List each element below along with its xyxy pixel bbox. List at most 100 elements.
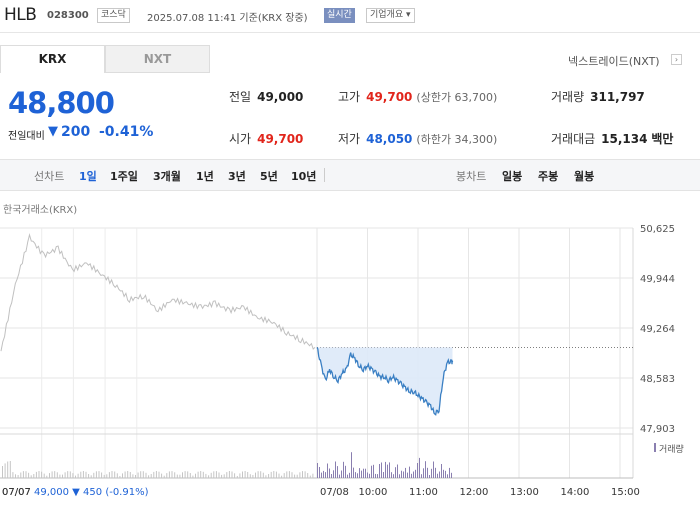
stat-label: 거래대금 xyxy=(551,132,596,146)
price-chart[interactable]: 50,625 49,944 49,264 48,583 47,903 07/08 10:00… xyxy=(0,215,700,515)
volume-bar-prev-day xyxy=(38,471,40,478)
volume-bar-today xyxy=(431,468,432,478)
period-3y[interactable]: 3년 xyxy=(228,170,246,183)
volume-legend-swatch xyxy=(654,443,656,452)
period-1w[interactable]: 1주일 xyxy=(110,170,138,183)
y-tick-label: 47,903 xyxy=(640,424,675,435)
volume-bar-prev-day xyxy=(153,471,155,478)
volume-bar-prev-day xyxy=(205,473,207,478)
volume-bar-today xyxy=(447,474,448,478)
volume-bar-prev-day xyxy=(62,474,63,478)
volume-bar-prev-day xyxy=(137,472,139,478)
volume-bar-today xyxy=(439,471,440,478)
volume-bar-prev-day xyxy=(189,473,191,478)
volume-bar-today xyxy=(369,473,370,478)
period-10y[interactable]: 10년 xyxy=(291,170,317,183)
change-value: 200 xyxy=(61,124,91,140)
volume-bar-prev-day xyxy=(95,471,97,478)
volume-bar-prev-day xyxy=(294,474,296,478)
volume-bar-prev-day xyxy=(312,473,314,478)
candle-weekly[interactable]: 주봉 xyxy=(538,170,559,183)
volume-bar-prev-day xyxy=(309,475,311,478)
volume-bar-prev-day xyxy=(25,471,27,478)
y-tick-label: 49,264 xyxy=(640,324,675,335)
volume-bar-prev-day xyxy=(101,472,103,478)
volume-bar-prev-day xyxy=(158,471,160,478)
volume-bar-prev-day xyxy=(75,475,76,478)
volume-bar-today xyxy=(375,473,376,478)
period-1d[interactable]: 1일 xyxy=(79,170,97,183)
series-line-today xyxy=(316,347,454,416)
candle-daily[interactable]: 일봉 xyxy=(502,170,523,183)
volume-bar-prev-day xyxy=(265,475,267,478)
volume-bar-prev-day xyxy=(2,466,3,478)
volume-bar-prev-day xyxy=(12,472,14,478)
volume-bar-today xyxy=(333,470,334,478)
volume-bar-prev-day xyxy=(51,471,53,478)
chevron-right-icon[interactable]: › xyxy=(671,54,682,65)
tab-nxt[interactable]: NXT xyxy=(105,45,210,73)
volume-bar-prev-day xyxy=(90,475,92,478)
period-1y[interactable]: 1년 xyxy=(196,170,214,183)
volume-bar-today xyxy=(421,474,422,478)
volume-bar-prev-day xyxy=(286,471,288,478)
volume-bar-today xyxy=(389,462,390,478)
stat-value: 48,050 xyxy=(366,132,413,146)
current-price: 48,800 xyxy=(8,86,115,120)
volume-bar-prev-day xyxy=(103,474,105,478)
volume-bar-today xyxy=(435,467,436,478)
volume-bar-today xyxy=(325,472,326,478)
volume-bar-today xyxy=(379,464,380,478)
volume-bar-prev-day xyxy=(77,473,79,478)
volume-bar-prev-day xyxy=(202,471,204,478)
volume-bar-today xyxy=(397,464,398,478)
x-tick-label: 12:00 xyxy=(460,487,489,498)
period-5y[interactable]: 5년 xyxy=(260,170,278,183)
volume-bar-prev-day xyxy=(15,474,16,478)
volume-bar-prev-day xyxy=(108,472,110,478)
volume-bar-prev-day xyxy=(7,461,9,478)
volume-bar-today xyxy=(413,471,414,478)
candle-monthly[interactable]: 월봉 xyxy=(574,170,595,183)
volume-bar-today xyxy=(427,467,428,478)
volume-bar-today xyxy=(415,469,416,478)
volume-bar-today xyxy=(353,467,354,478)
volume-bar-prev-day xyxy=(122,473,123,478)
volume-bar-prev-day xyxy=(140,471,142,478)
volume-bar-today xyxy=(361,470,362,478)
volume-bar-today xyxy=(317,463,318,478)
volume-bar-prev-day xyxy=(223,474,225,478)
prev-day-close: 49,000 xyxy=(34,487,72,498)
volume-bar-prev-day xyxy=(174,472,176,478)
volume-bar-prev-day xyxy=(244,471,246,478)
volume-bar-prev-day xyxy=(111,471,113,478)
volume-bar-today xyxy=(363,468,364,478)
volume-bar-prev-day xyxy=(231,471,233,478)
stock-code: 028300 xyxy=(47,10,89,21)
volume-bar-today xyxy=(335,461,336,478)
volume-bar-today xyxy=(349,472,350,478)
volume-bar-today xyxy=(337,466,338,478)
volume-bar-prev-day xyxy=(20,472,22,478)
volume-bar-prev-day xyxy=(142,471,144,478)
stat-unit: 백만 xyxy=(651,132,674,146)
tab-krx[interactable]: KRX xyxy=(0,45,105,73)
company-info-dropdown[interactable]: 기업개요 ▾ xyxy=(366,8,415,23)
volume-bar-prev-day xyxy=(28,472,30,478)
volume-bar-prev-day xyxy=(221,474,223,478)
timestamp: 2025.07.08 11:41 기준(KRX 장중) xyxy=(147,13,308,24)
x-tick-label: 10:00 xyxy=(359,487,388,498)
stock-header: HLB 028300 코스닥 2025.07.08 11:41 기준(KRX 장… xyxy=(0,0,700,33)
volume-bar-prev-day xyxy=(163,475,165,478)
prev-day-pct: (-0.91%) xyxy=(105,487,148,498)
nextrade-link[interactable]: 넥스트레이드(NXT) xyxy=(568,55,660,68)
volume-bar-prev-day xyxy=(249,474,251,478)
stat-prev: 전일 49,000 xyxy=(229,88,303,105)
period-3m[interactable]: 3개월 xyxy=(153,170,181,183)
volume-bar-prev-day xyxy=(132,474,134,478)
period-bar: 선차트 1일 1주일 3개월 1년 3년 5년 10년 봉차트 일봉 주봉 월봉 xyxy=(0,159,700,191)
stat-volume: 거래량 311,797 xyxy=(551,88,645,105)
volume-bar-prev-day xyxy=(252,475,254,478)
stat-value: 49,000 xyxy=(257,90,304,104)
stat-value: 311,797 xyxy=(590,90,645,104)
